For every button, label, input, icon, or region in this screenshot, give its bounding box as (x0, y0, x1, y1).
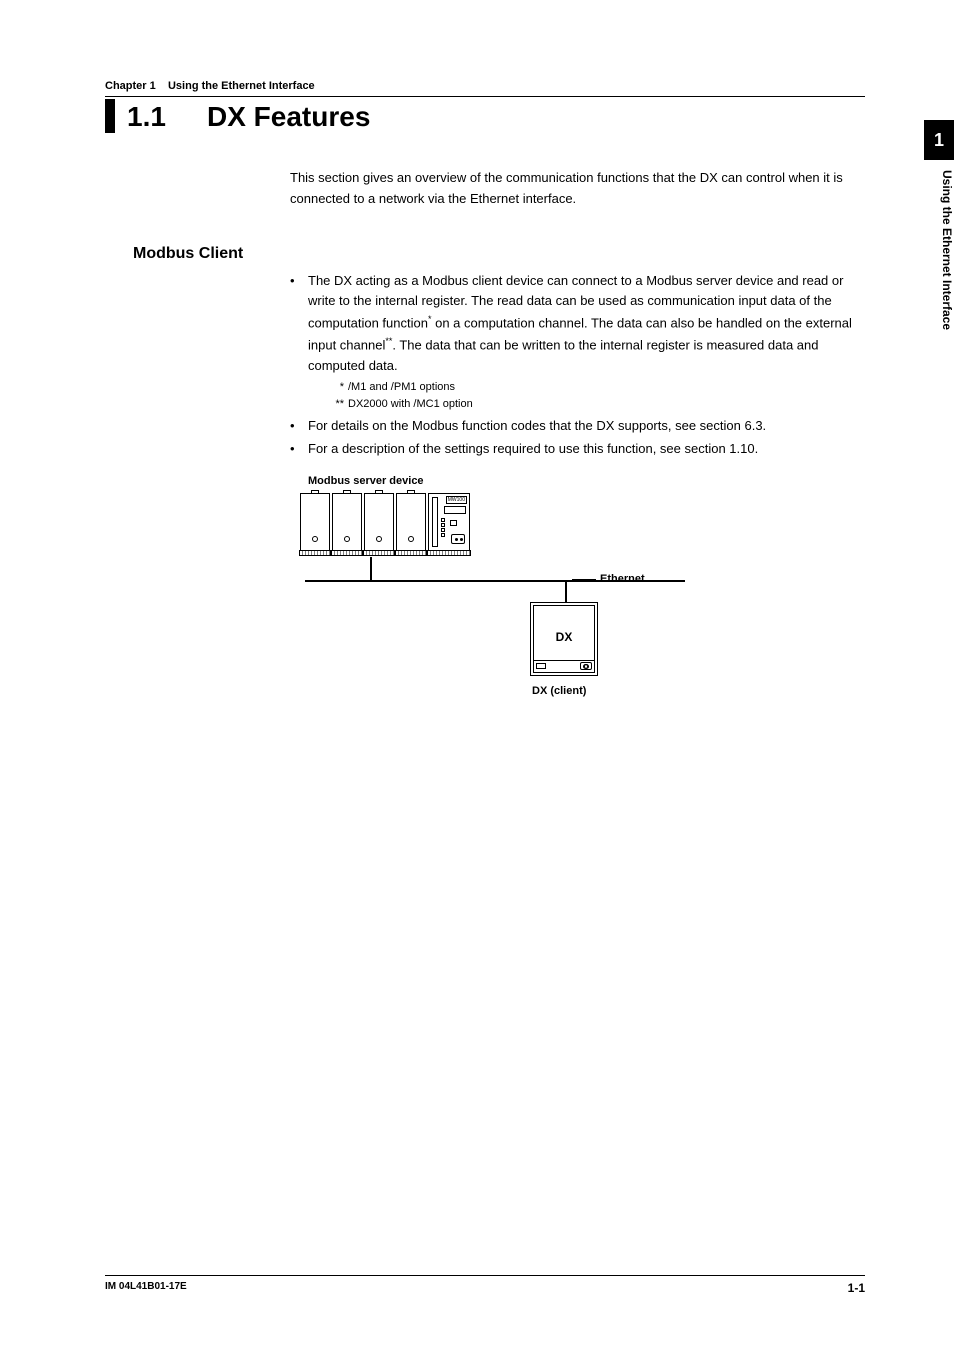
footnote-block: * /M1 and /PM1 options ** DX2000 with /M… (326, 379, 865, 412)
bullet-marker: • (290, 271, 308, 415)
module-icon (396, 493, 426, 551)
page-footer: IM 04L41B01-17E 1-1 (105, 1275, 865, 1295)
section-heading-row: 1.1 DX Features (105, 99, 865, 133)
heading-bar (105, 99, 115, 133)
bullet-text: For a description of the settings requir… (308, 439, 865, 460)
side-tab: 1 Using the Ethernet Interface (924, 120, 954, 380)
module-icon (300, 493, 330, 551)
main-unit-icon: MW100 (428, 493, 470, 551)
chapter-title: Using the Ethernet Interface (168, 80, 315, 92)
bullet-text: The DX acting as a Modbus client device … (308, 271, 865, 415)
footnote-mark: ** (326, 396, 348, 413)
side-tab-number: 1 (924, 120, 954, 160)
ethernet-line (370, 557, 372, 580)
modbus-server-device-icon: MW100 (300, 493, 470, 551)
chapter-header: Chapter 1 Using the Ethernet Interface (105, 80, 865, 92)
side-tab-text: Using the Ethernet Interface (924, 160, 954, 330)
heading-number: 1.1 (127, 99, 207, 133)
heading-title: DX Features (207, 99, 370, 133)
chapter-rule (105, 96, 865, 97)
bullet-text: For details on the Modbus function codes… (308, 416, 865, 437)
dx-client-label: DX (client) (532, 685, 586, 697)
module-icon (332, 493, 362, 551)
footnote-mark: * (326, 379, 348, 396)
subsection-heading: Modbus Client (133, 245, 865, 263)
bullet-marker: • (290, 439, 308, 460)
bullet-list: • The DX acting as a Modbus client devic… (290, 271, 865, 460)
ethernet-label-line (572, 579, 596, 580)
bullet-item: • The DX acting as a Modbus client devic… (290, 271, 865, 415)
chapter-number: Chapter 1 (105, 80, 156, 92)
footnote: * /M1 and /PM1 options (326, 379, 865, 396)
ethernet-label: Ethernet (600, 573, 645, 585)
dx-device-base (534, 660, 594, 672)
dx-device-label: DX (534, 630, 594, 644)
intro-paragraph: This section gives an overview of the co… (290, 168, 865, 210)
footer-rule (105, 1275, 865, 1276)
main-unit-label: MW100 (446, 496, 467, 504)
bullet-marker: • (290, 416, 308, 437)
footer-row: IM 04L41B01-17E 1-1 (105, 1281, 865, 1295)
footnote-text: /M1 and /PM1 options (348, 379, 455, 396)
bullet-item: • For a description of the settings requ… (290, 439, 865, 460)
footer-page-number: 1-1 (848, 1281, 865, 1295)
module-icon (364, 493, 394, 551)
footer-doc-id: IM 04L41B01-17E (105, 1281, 187, 1295)
footnote-text: DX2000 with /MC1 option (348, 396, 473, 413)
page-content: Chapter 1 Using the Ethernet Interface 1… (105, 80, 865, 755)
dx-device-icon: DX (530, 602, 598, 676)
ethernet-line (565, 580, 567, 602)
bullet-item: • For details on the Modbus function cod… (290, 416, 865, 437)
server-device-label: Modbus server device (308, 475, 424, 487)
footnote: ** DX2000 with /MC1 option (326, 396, 865, 413)
network-diagram: Modbus server device MW100 (290, 475, 710, 755)
